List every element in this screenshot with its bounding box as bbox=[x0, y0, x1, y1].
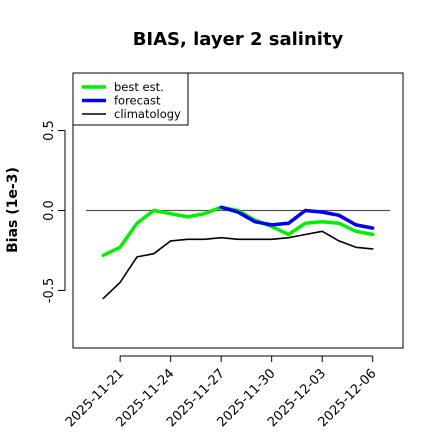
series-layer bbox=[101, 205, 375, 300]
series-line-climatology bbox=[102, 230, 374, 300]
y-tick-label: 0.5 bbox=[42, 120, 57, 141]
chart-title: BIAS, layer 2 salinity bbox=[133, 29, 344, 50]
legend-label-climatology: climatology bbox=[114, 107, 181, 121]
y-axis: -0.5 0.0 0.5 bbox=[42, 120, 66, 303]
y-axis-label: Bias (1e-3) bbox=[5, 167, 21, 253]
y-tick-label: 0.0 bbox=[42, 200, 57, 221]
x-axis: 2025-11-212025-11-242025-11-272025-11-30… bbox=[63, 355, 380, 430]
legend-label-forecast: forecast bbox=[114, 94, 161, 108]
y-tick-label: -0.5 bbox=[42, 278, 57, 303]
legend-label-best-est: best est. bbox=[114, 80, 164, 94]
series-line-forecast bbox=[219, 205, 375, 230]
plot-frame bbox=[72, 72, 404, 349]
